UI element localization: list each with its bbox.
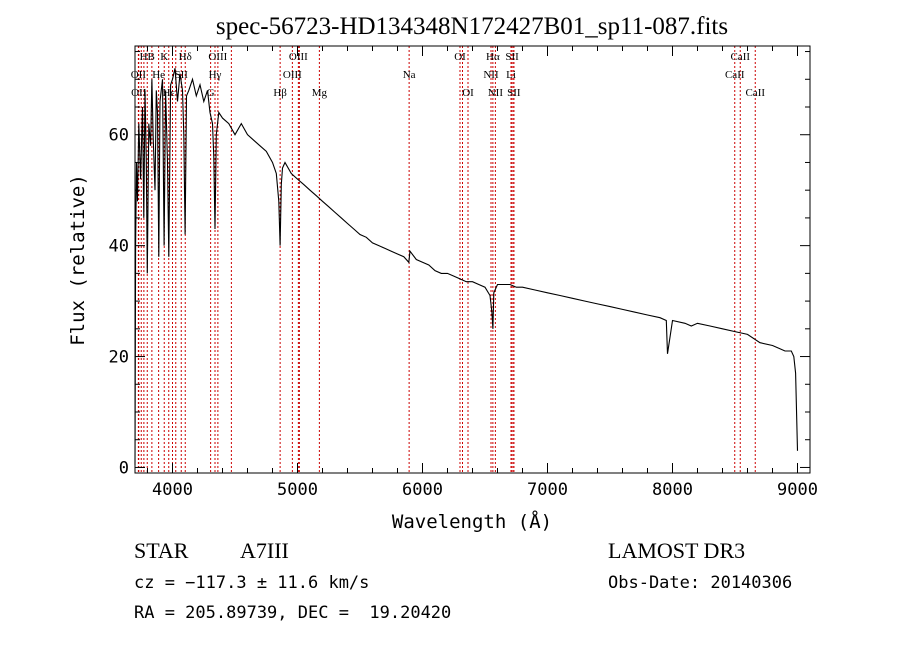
y-tick-label: 0: [119, 458, 129, 478]
line-label: Hε: [162, 87, 175, 99]
x-axis-ticks: 4000 5000 6000 7000 8000 9000: [147, 46, 818, 500]
line-label: CaII: [725, 69, 745, 81]
line-label: Hδ: [179, 51, 192, 63]
line-label: Hβ: [273, 87, 287, 99]
line-label: NII: [488, 87, 504, 99]
x-axis-label: Wavelength (Å): [392, 510, 552, 533]
line-markers: [137, 46, 756, 473]
y-axis-label: Flux (relative): [67, 174, 89, 346]
y-tick-label: 20: [109, 348, 129, 368]
line-label: OIII: [289, 51, 308, 63]
x-tick-label: 4000: [152, 480, 193, 500]
line-label: SII: [175, 69, 189, 81]
obs-date: Obs-Date: 20140306: [608, 573, 793, 593]
line-label: SII: [505, 51, 519, 63]
line-label: Mg: [312, 87, 328, 99]
y-tick-label: 60: [109, 126, 129, 146]
line-label: CaII: [745, 87, 765, 99]
line-label: CaII: [730, 51, 750, 63]
line-label: OI: [462, 87, 474, 99]
line-label: SII: [507, 87, 521, 99]
line-label: OIII: [208, 51, 227, 63]
line-label: OI: [454, 51, 466, 63]
plot-frame: [134, 45, 811, 474]
line-label: OII: [131, 87, 147, 99]
line-label: HB: [140, 51, 155, 63]
line-label: Hα: [486, 51, 500, 63]
line-label: Na: [403, 69, 416, 81]
line-label: G: [207, 87, 215, 99]
line-labels: HB K Hδ OIII OIII OI Hα SII CaII OII He SII Hγ OIII Na…: [131, 51, 766, 99]
line-label: NII: [483, 69, 499, 81]
line-label: OIII: [283, 69, 302, 81]
x-tick-label: 8000: [652, 480, 693, 500]
y-axis-ticks: 0 20 40 60: [109, 51, 810, 478]
x-tick-label: 7000: [527, 480, 568, 500]
redshift-readout: cz = −117.3 ± 11.6 km/s: [134, 573, 370, 593]
x-tick-label: 5000: [277, 480, 318, 500]
coordinates-readout: RA = 205.89739, DEC = 19.20420: [134, 603, 452, 623]
chart-title: spec-56723-HD134348N172427B01_sp11-087.f…: [216, 13, 728, 40]
spectrum-line: [134, 68, 799, 465]
spectral-subclass: A7III: [240, 538, 289, 563]
line-label: K: [160, 51, 168, 63]
x-tick-label: 6000: [402, 480, 443, 500]
y-tick-label: 40: [109, 237, 129, 257]
line-label: Li: [506, 69, 516, 81]
line-label: Hγ: [209, 69, 222, 81]
object-class: STAR: [134, 538, 189, 563]
x-tick-label: 9000: [777, 480, 818, 500]
line-label: He: [152, 69, 165, 81]
survey-name: LAMOST DR3: [608, 538, 746, 563]
